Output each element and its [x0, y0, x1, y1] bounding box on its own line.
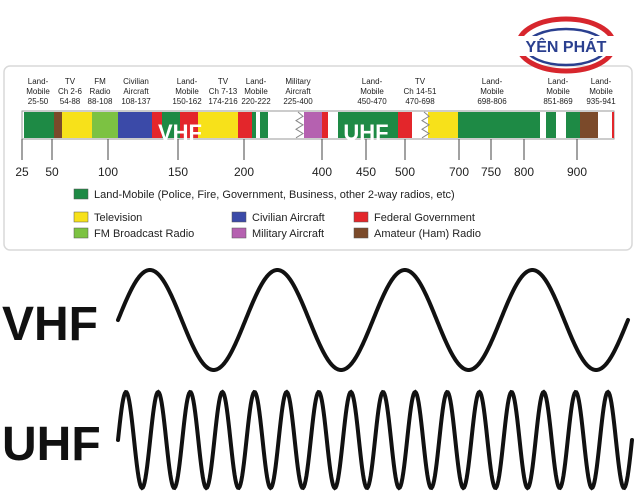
- spectrum-segment: [24, 112, 54, 138]
- band-label: Civilian Aircraft 108-137: [121, 77, 151, 106]
- spectrum-segment: [580, 112, 598, 138]
- axis-tick-label: 900: [567, 165, 587, 179]
- spectrum-segment: [256, 112, 260, 138]
- spectrum-segment: [598, 112, 612, 138]
- band-label: Land-Mobile 150-162: [172, 77, 202, 106]
- spectrum-segment: [540, 112, 546, 138]
- spectrum-segment: [412, 112, 424, 138]
- spectrum-segment: [180, 112, 198, 138]
- band-label: TV Ch 7-13 174-216: [208, 77, 238, 106]
- legend-label: FM Broadcast Radio: [94, 228, 194, 240]
- legend-swatch: [73, 211, 89, 223]
- band-label: Land-Mobile 935-941: [586, 77, 616, 106]
- frequency-axis: 25 50 100 150 200 400 450 500 700 750 800 900: [15, 139, 587, 179]
- legend-label: Amateur (Ham) Radio: [374, 228, 481, 240]
- logo: YÊN PHÁT: [514, 16, 618, 74]
- spectrum-segment: [152, 112, 162, 138]
- legend-label: Land-Mobile (Police, Fire, Government, B…: [94, 189, 455, 201]
- spectrum-segment: [238, 112, 252, 138]
- spectrum-segment: [546, 112, 556, 138]
- spectrum-segment: [428, 112, 458, 138]
- legend-swatch: [73, 188, 89, 200]
- spectrum-bar: [21, 110, 615, 140]
- uhf-wave-label: UHF: [2, 418, 101, 471]
- legend-swatch: [353, 227, 369, 239]
- band-label: Land-Mobile 450-470: [357, 77, 387, 106]
- axis-tick-label: 150: [168, 165, 188, 179]
- axis-tick-label: 400: [312, 165, 332, 179]
- spectrum-segment: [398, 112, 412, 138]
- spectrum-segment: [260, 112, 268, 138]
- legend-label: Television: [94, 212, 142, 224]
- axis-tick-label: 50: [45, 165, 59, 179]
- axis-tick-label: 750: [481, 165, 501, 179]
- spectrum-segment: [322, 112, 328, 138]
- spectrum-break: [421, 111, 430, 139]
- spectrum-segment: [268, 112, 300, 138]
- spectrum-segment: [328, 112, 338, 138]
- logo-text: YÊN PHÁT: [526, 37, 607, 56]
- spectrum-segment: [556, 112, 566, 138]
- legend-label: Federal Government: [374, 212, 475, 224]
- spectrum-segment: [304, 112, 322, 138]
- axis-tick-label: 700: [449, 165, 469, 179]
- spectrum-segment: [198, 112, 218, 138]
- band-label: Land-Mobile 851-869: [543, 77, 573, 106]
- band-label: Land-Mobile 25-50: [26, 77, 50, 106]
- vhf-wave: [116, 268, 630, 372]
- spectrum-segment: [92, 112, 118, 138]
- spectrum-segment: [162, 112, 180, 138]
- band-label: Land-Mobile 698-806: [477, 77, 507, 106]
- legend-swatch: [73, 227, 89, 239]
- spectrum-segment: [338, 112, 398, 138]
- axis-tick-label: 25: [15, 165, 29, 179]
- axis-tick-label: 100: [98, 165, 118, 179]
- axis-tick-label: 500: [395, 165, 415, 179]
- axis-tick-label: 450: [356, 165, 376, 179]
- spectrum-segment: [566, 112, 580, 138]
- spectrum-segment: [54, 112, 62, 138]
- legend-swatch: [231, 227, 247, 239]
- spectrum-segment: [458, 112, 540, 138]
- band-label: TV Ch 2-6 54-88: [58, 77, 83, 106]
- band-label: Military Aircraft 225-400: [283, 77, 313, 106]
- axis-tick-label: 800: [514, 165, 534, 179]
- legend: Land-Mobile (Police, Fire, Government, B…: [73, 188, 481, 240]
- spectrum-segment: [62, 112, 92, 138]
- legend-label: Military Aircraft: [252, 228, 324, 240]
- band-label: TV Ch 14-51 470-698: [404, 77, 437, 106]
- vhf-band-label: VHF: [158, 120, 202, 145]
- spectrum-segment: [612, 112, 614, 138]
- vhf-wave-label: VHF: [2, 298, 98, 351]
- band-label: FM Radio 88-108: [88, 77, 113, 106]
- legend-label: Civilian Aircraft: [252, 212, 325, 224]
- spectrum-segment: [252, 112, 256, 138]
- spectrum-segment: [118, 112, 152, 138]
- band-label: Land-Mobile 220-222: [241, 77, 271, 106]
- spectrum-segment: [218, 112, 238, 138]
- legend-swatch: [231, 211, 247, 223]
- spectrum-break: [295, 111, 304, 139]
- axis-tick-label: 200: [234, 165, 254, 179]
- legend-swatch: [353, 211, 369, 223]
- uhf-wave: [116, 389, 634, 491]
